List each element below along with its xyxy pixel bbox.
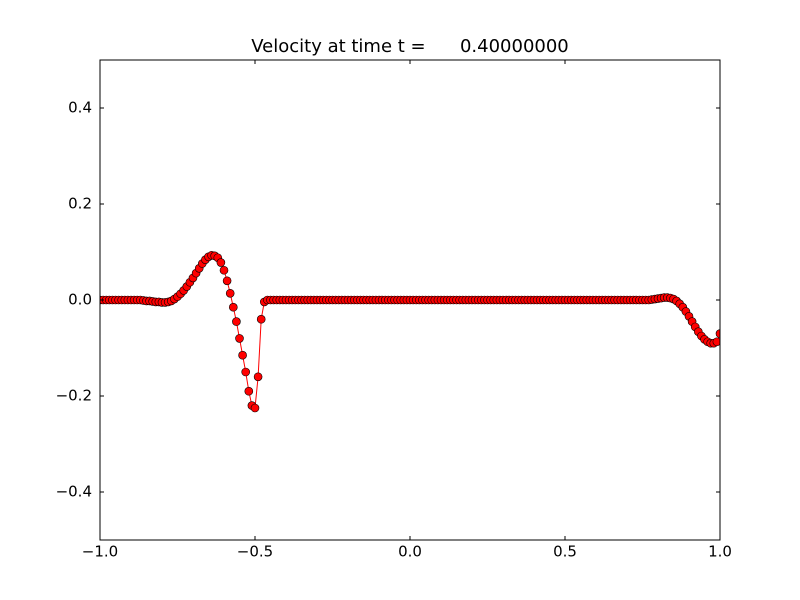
data-marker	[222, 276, 232, 286]
y-tick-label: −0.2	[56, 387, 92, 405]
x-tick-label: 0.5	[553, 543, 577, 561]
data-marker	[256, 314, 266, 324]
x-tick-label: −1.0	[82, 543, 118, 561]
data-marker	[232, 317, 241, 326]
data-marker	[244, 386, 254, 396]
data-marker	[229, 302, 238, 312]
chart-title: Velocity at time t = 0.40000000	[251, 36, 569, 57]
y-tick-label: 0.0	[68, 291, 92, 309]
data-marker	[253, 372, 263, 382]
x-tick-label: 0.0	[398, 543, 422, 561]
x-tick-label: 1.0	[708, 543, 732, 561]
y-tick-label: 0.2	[68, 195, 92, 213]
data-marker	[238, 350, 247, 360]
data-marker	[715, 329, 720, 338]
data-marker	[225, 288, 235, 298]
data-marker	[250, 403, 260, 413]
data-marker	[712, 337, 720, 347]
y-tick-label: 0.4	[68, 99, 92, 117]
data-marker	[235, 334, 244, 343]
data-marker	[241, 367, 250, 377]
data-marker	[216, 258, 226, 267]
plot-area	[100, 251, 720, 413]
data-marker	[219, 265, 229, 275]
y-tick-label: −0.4	[56, 483, 92, 501]
x-tick-label: −0.5	[237, 543, 273, 561]
